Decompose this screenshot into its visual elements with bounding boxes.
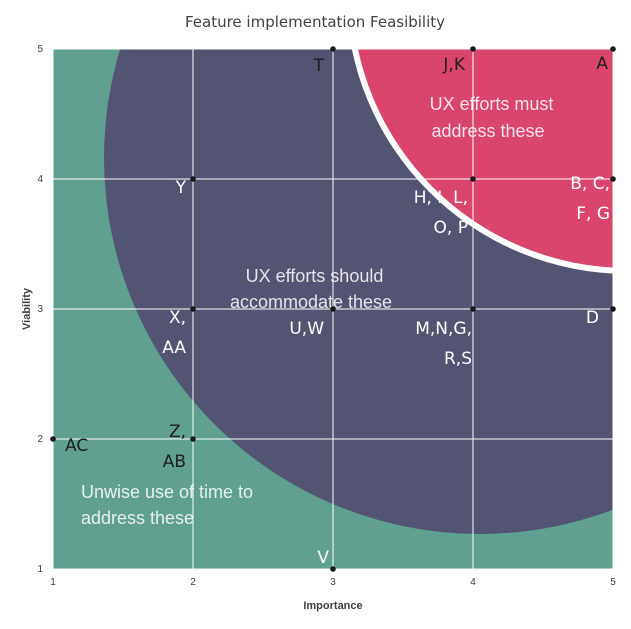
y-axis-ticks: 1 2 3 4 5 <box>37 44 43 575</box>
region-label-unwise-line2: address these <box>81 508 194 528</box>
y-tick-label: 2 <box>37 434 43 445</box>
point-label: V <box>317 548 329 568</box>
point-label-line: X, <box>169 308 186 328</box>
x-tick-label: 5 <box>610 577 616 588</box>
data-point <box>330 306 336 312</box>
region-label-unwise-line1: Unwise use of time to <box>81 482 253 502</box>
data-point <box>470 306 476 312</box>
point-label: H, I, L, O, P <box>414 188 468 238</box>
region-label-should-line2: accommodate these <box>230 292 392 312</box>
point-label-line: AB <box>163 452 186 472</box>
point-label: Z, AB <box>163 422 186 472</box>
data-points <box>50 46 616 572</box>
x-axis-title: Importance <box>303 600 362 612</box>
point-labels: AC Y X, AA Z, AB T U,W V J,K H, I, L, O, P M,N,G, R,S… <box>65 54 610 568</box>
data-point <box>190 176 196 182</box>
data-point <box>470 46 476 52</box>
point-label-line: F, G <box>576 204 610 224</box>
region-labels: UX efforts must address these UX efforts… <box>81 94 559 528</box>
y-tick-label: 4 <box>37 174 43 185</box>
point-label-line: A <box>596 54 608 74</box>
data-point <box>470 176 476 182</box>
chart-title: Feature implementation Feasibility <box>185 13 445 31</box>
point-label-line: J,K <box>442 55 465 75</box>
x-tick-label: 3 <box>330 577 336 588</box>
region-label-must-line2: address these <box>431 121 544 141</box>
data-point <box>50 436 56 442</box>
point-label-line: B, C, <box>570 174 610 194</box>
data-point <box>190 436 196 442</box>
data-point <box>610 46 616 52</box>
region-label-must-line1: UX efforts must <box>430 94 554 114</box>
point-label: D <box>586 308 599 328</box>
point-label-line: U,W <box>289 319 324 339</box>
point-label-line: Y <box>175 178 187 198</box>
y-tick-label: 1 <box>37 564 43 575</box>
x-tick-label: 4 <box>470 577 476 588</box>
x-axis-ticks: 1 2 3 4 5 <box>50 577 616 588</box>
data-point <box>610 176 616 182</box>
point-label: B, C, F, G <box>570 174 610 224</box>
data-point <box>190 306 196 312</box>
point-label-line: T <box>313 56 325 76</box>
region-label-should-line1: UX efforts should <box>246 266 384 286</box>
point-label: A <box>596 54 608 74</box>
point-label-line: R,S <box>444 349 472 369</box>
x-tick-label: 2 <box>190 577 196 588</box>
point-label: T <box>313 56 325 76</box>
x-tick-label: 1 <box>50 577 56 588</box>
point-label: AC <box>65 436 88 456</box>
y-tick-label: 5 <box>37 44 43 55</box>
point-label: Y <box>175 178 187 198</box>
region-label-unwise: Unwise use of time to address these <box>81 482 258 528</box>
point-label-line: H, I, L, <box>414 188 468 208</box>
point-label-line: Z, <box>169 422 186 442</box>
region-must <box>358 49 613 268</box>
region-label-should: UX efforts should accommodate these <box>230 266 392 312</box>
point-label: X, AA <box>162 308 186 358</box>
point-label-line: V <box>317 548 329 568</box>
point-label-line: D <box>586 308 599 328</box>
point-label: M,N,G, R,S <box>415 319 472 369</box>
region-label-must: UX efforts must address these <box>430 94 559 141</box>
y-axis-title: Viability <box>21 287 33 330</box>
point-label: U,W <box>289 319 324 339</box>
data-point <box>330 566 336 572</box>
data-point <box>610 306 616 312</box>
point-label: J,K <box>442 55 465 75</box>
point-label-line: AC <box>65 436 88 456</box>
point-label-line: AA <box>162 338 186 358</box>
y-tick-label: 3 <box>37 304 43 315</box>
point-label-line: O, P <box>434 218 468 238</box>
point-label-line: M,N,G, <box>415 319 472 339</box>
data-point <box>330 46 336 52</box>
